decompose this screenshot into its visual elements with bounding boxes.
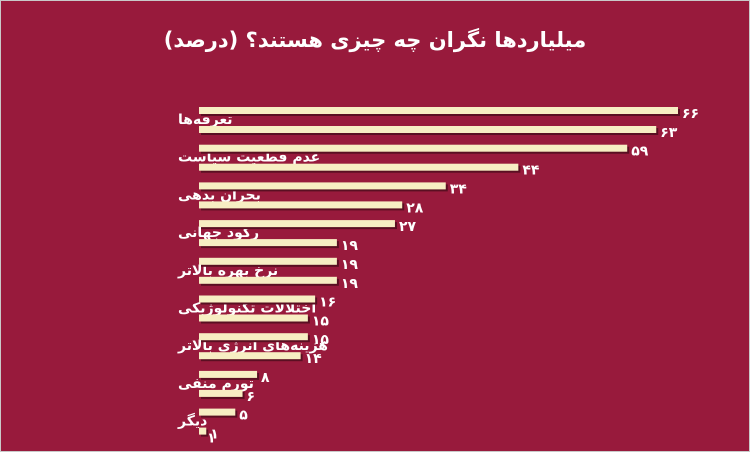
bar — [199, 389, 243, 397]
bar — [199, 144, 628, 152]
bar — [199, 239, 337, 247]
value-label: ۵ — [239, 408, 248, 424]
bar — [199, 295, 316, 303]
value-label: ۶۳ — [660, 125, 678, 141]
value-label: ۶ — [247, 389, 256, 405]
value-label: ۱۹ — [341, 257, 359, 273]
bar — [199, 370, 258, 378]
bar — [199, 220, 395, 228]
bar — [199, 408, 236, 416]
bar — [199, 314, 308, 322]
bar — [199, 333, 308, 341]
value-label: ۴۴ — [522, 163, 540, 179]
value-label: ۱ — [210, 427, 219, 443]
value-label: ۱۵ — [312, 314, 330, 330]
bar — [199, 352, 301, 360]
value-label: ۱۴ — [305, 351, 323, 367]
value-label: ۲۸ — [406, 200, 424, 216]
value-label: ۵۹ — [631, 144, 649, 160]
value-label: ۱۶ — [319, 295, 336, 311]
value-label: ۲۷ — [399, 219, 417, 235]
bar — [199, 427, 207, 435]
value-label: ۳۴ — [450, 181, 468, 197]
bar — [199, 126, 657, 133]
chart-title: میلیاردها نگران چه چیزی هستند؟ (درصد) — [163, 28, 587, 52]
value-label: ۱۹ — [341, 238, 359, 254]
category-label: دیگر — [177, 413, 207, 430]
bar — [199, 257, 337, 265]
value-label: ۱۹ — [341, 276, 359, 292]
value-label: ۸ — [261, 370, 270, 386]
bar — [199, 163, 519, 171]
bar — [199, 182, 446, 190]
value-label: ۶۶ — [682, 106, 699, 122]
value-label: ۱ — [207, 431, 216, 447]
value-label: ۱۵ — [312, 332, 330, 348]
bar — [199, 276, 337, 284]
bar — [199, 201, 403, 209]
bar — [199, 107, 678, 114]
